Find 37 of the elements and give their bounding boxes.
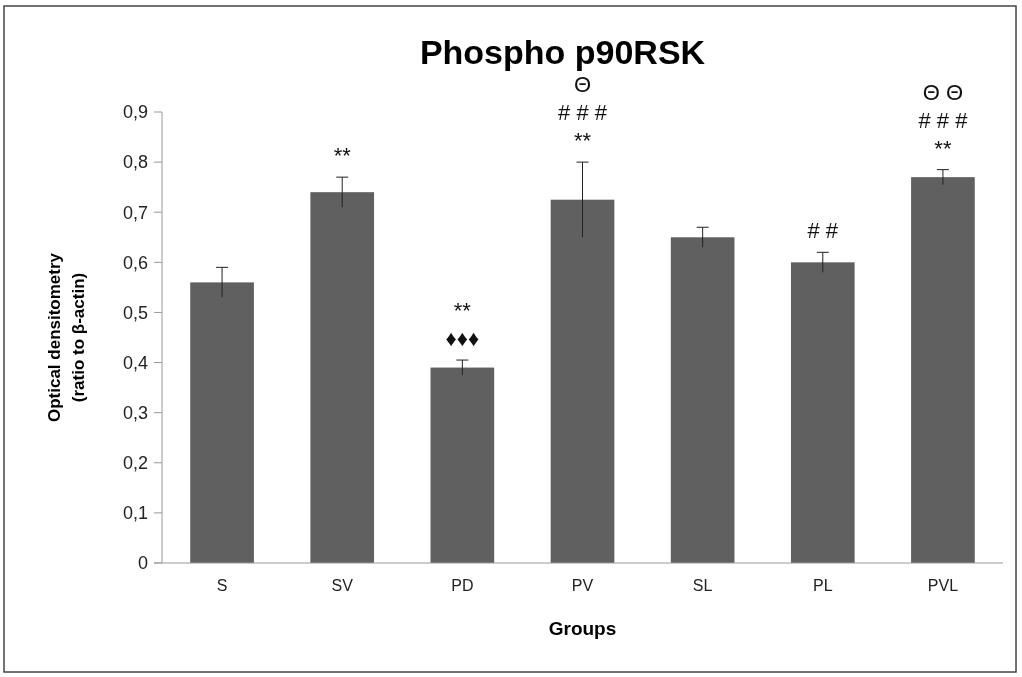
bar [670, 237, 735, 563]
x-tick-label: SV [331, 577, 354, 594]
bar [550, 199, 615, 563]
y-tick-label: 0,5 [122, 302, 148, 323]
annotation: # # # [558, 100, 608, 126]
bar [911, 177, 975, 563]
x-tick-label: S [216, 577, 228, 594]
annotation: # # [807, 218, 839, 244]
x-axis-title: Groups [548, 618, 617, 639]
y-tick-label: 0,1 [122, 503, 148, 524]
annotation: ** [453, 298, 472, 324]
chart-title: Phospho p90RSK [419, 33, 706, 71]
y-tick-label: 0,2 [122, 453, 148, 474]
y-tick-label: 0,9 [122, 102, 148, 123]
annotation: ** [573, 128, 592, 154]
y-tick-label: 0,8 [122, 152, 148, 173]
text: Θ [573, 72, 592, 98]
y-tick-label: 0,4 [122, 352, 148, 373]
x-tick-label: PD [451, 577, 474, 594]
annotation: # # # [918, 107, 969, 133]
bar [310, 192, 375, 563]
annotation: ♦♦♦ [445, 326, 480, 352]
x-tick-label: PV [571, 577, 594, 594]
x-tick-label: PVL [927, 577, 959, 594]
y-tick-label: 0 [137, 553, 148, 574]
text: Θ Θ [922, 79, 964, 105]
y-tick-label: 0,7 [122, 202, 148, 223]
annotation: ** [934, 135, 952, 161]
bar [790, 262, 855, 563]
bar [190, 282, 254, 563]
y-tick-label: 0,6 [122, 252, 148, 273]
y-axis-title: Optical densitometry (ratio to β-actin) [45, 252, 88, 423]
bar [430, 367, 495, 563]
x-tick-label: SL [692, 577, 713, 594]
x-tick-label: PL [813, 577, 833, 594]
annotation: ** [333, 143, 352, 169]
y-tick-label: 0,3 [122, 402, 148, 423]
